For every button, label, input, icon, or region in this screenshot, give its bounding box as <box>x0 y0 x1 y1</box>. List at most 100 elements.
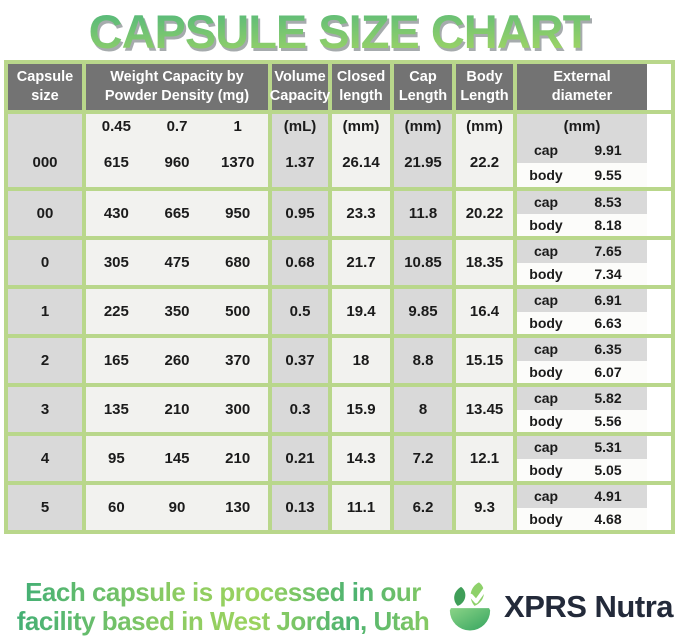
body-length-cell: 15.15 <box>456 338 517 383</box>
header-closed-length-label: Closed length <box>336 68 386 104</box>
volume-capacity-cell: 1.37 <box>272 138 332 187</box>
external-cap-row: cap 8.53 <box>517 191 647 214</box>
cap-length-cell: 6.2 <box>394 485 456 530</box>
external-cap-label: cap <box>533 439 559 456</box>
external-body-row: body 5.05 <box>517 458 647 481</box>
body-length-cell: 13.45 <box>456 387 517 432</box>
external-diameter-cell: cap 4.91 body 4.68 <box>517 485 647 530</box>
weight-07-value: 475 <box>164 254 190 271</box>
cap-length-cell: 11.8 <box>394 191 456 236</box>
external-body-label: body <box>529 363 563 380</box>
table-row: 00 430 665 950 0.95 23.3 11.8 20.22 cap … <box>8 187 671 236</box>
external-body-value: 9.55 <box>594 166 622 183</box>
capsule-size-cell: 000 <box>8 138 86 187</box>
table-row: 4 95 145 210 0.21 14.3 7.2 12.1 cap 5.31… <box>8 432 671 481</box>
weight-1-value: 300 <box>225 401 251 418</box>
weight-capacity-cells: 165 260 370 <box>86 338 272 383</box>
external-body-row: body 5.56 <box>517 409 647 432</box>
footer-caption: Each capsule is processed in our facilit… <box>12 578 434 635</box>
external-cap-label: cap <box>533 292 559 309</box>
external-body-label: body <box>529 166 563 183</box>
weight-045-value: 165 <box>103 352 129 369</box>
external-body-row: body 7.34 <box>517 262 647 285</box>
weight-07-value: 260 <box>164 352 190 369</box>
volume-capacity-cell: 0.68 <box>272 240 332 285</box>
volume-capacity-cell: 0.21 <box>272 436 332 481</box>
external-diameter-cell: cap 6.91 body 6.63 <box>517 289 647 334</box>
external-cap-label: cap <box>533 142 559 159</box>
table-row: 000 615 960 1370 1.37 26.14 21.95 22.2 c… <box>8 138 671 187</box>
header-capsule-size-label: Capsule size <box>16 68 74 104</box>
body-length-cell: 16.4 <box>456 289 517 334</box>
closed-length-cell: 19.4 <box>332 289 394 334</box>
page-title: CAPSULE SIZE CHART <box>88 4 592 58</box>
weight-07-value: 665 <box>164 205 190 222</box>
weight-045-value: 60 <box>107 499 125 516</box>
header-volume-capacity: Volume Capacity <box>269 64 332 110</box>
weight-07-value: 210 <box>164 401 190 418</box>
weight-1-value: 130 <box>225 499 251 516</box>
weight-capacity-cells: 305 475 680 <box>86 240 272 285</box>
weight-07-value: 960 <box>164 154 190 171</box>
header-capsule-size: Capsule size <box>8 64 86 110</box>
header-cap-length: Cap Length <box>394 64 456 110</box>
external-cap-row: cap 4.91 <box>517 485 647 508</box>
weight-045-value: 430 <box>103 205 129 222</box>
units-cap-length: (mm) <box>394 114 456 138</box>
weight-1-value: 680 <box>225 254 251 271</box>
header-volume-capacity-label: Volume Capacity <box>269 68 331 104</box>
header-body-length-label: Body Length <box>460 68 509 104</box>
capsule-size-cell: 1 <box>8 289 86 334</box>
closed-length-cell: 26.14 <box>332 138 394 187</box>
closed-length-cell: 23.3 <box>332 191 394 236</box>
external-cap-row: cap 9.91 <box>517 138 647 163</box>
closed-length-cell: 11.1 <box>332 485 394 530</box>
closed-length-cell: 18 <box>332 338 394 383</box>
header-cap-length-label: Cap Length <box>398 68 448 104</box>
external-body-row: body 6.07 <box>517 360 647 383</box>
header-weight-capacity: Weight Capacity by Powder Density (mg) <box>86 64 272 110</box>
weight-1-value: 500 <box>225 303 251 320</box>
table-header-row: Capsule size Weight Capacity by Powder D… <box>8 64 671 110</box>
external-body-value: 5.56 <box>594 412 622 429</box>
capsule-size-cell: 5 <box>8 485 86 530</box>
table-row: 5 60 90 130 0.13 11.1 6.2 9.3 cap 4.91 b… <box>8 481 671 530</box>
cap-length-cell: 8 <box>394 387 456 432</box>
header-body-length: Body Length <box>456 64 517 110</box>
units-empty-cell <box>8 114 86 138</box>
body-length-cell: 12.1 <box>456 436 517 481</box>
external-body-row: body 8.18 <box>517 213 647 236</box>
cap-length-cell: 10.85 <box>394 240 456 285</box>
units-closed-length: (mm) <box>332 114 394 138</box>
capsule-size-cell: 4 <box>8 436 86 481</box>
weight-1-value: 370 <box>225 352 251 369</box>
table-units-row: 0.45 0.7 1 (mL) (mm) (mm) (mm) (mm) <box>8 110 671 138</box>
external-cap-row: cap 6.91 <box>517 289 647 312</box>
weight-capacity-cells: 60 90 130 <box>86 485 272 530</box>
external-cap-value: 5.82 <box>594 390 622 407</box>
closed-length-cell: 21.7 <box>332 240 394 285</box>
capsule-size-cell: 00 <box>8 191 86 236</box>
external-cap-value: 4.91 <box>594 488 622 505</box>
weight-capacity-cells: 135 210 300 <box>86 387 272 432</box>
mortar-leaf-icon <box>449 582 491 631</box>
external-body-label: body <box>529 265 563 282</box>
capsule-size-cell: 2 <box>8 338 86 383</box>
external-cap-row: cap 6.35 <box>517 338 647 361</box>
external-cap-value: 5.31 <box>594 439 622 456</box>
external-body-value: 6.07 <box>594 363 622 380</box>
external-body-label: body <box>529 314 563 331</box>
external-body-label: body <box>529 510 563 527</box>
weight-capacity-cells: 225 350 500 <box>86 289 272 334</box>
cap-length-cell: 21.95 <box>394 138 456 187</box>
weight-045-value: 225 <box>103 303 129 320</box>
density-045-label: 0.45 <box>101 117 131 135</box>
weight-07-value: 90 <box>168 499 186 516</box>
brand-logo: XPRS Nutra <box>442 579 673 635</box>
external-body-row: body 6.63 <box>517 311 647 334</box>
external-cap-row: cap 5.31 <box>517 436 647 459</box>
footer: Each capsule is processed in our facilit… <box>0 570 679 640</box>
weight-045-value: 95 <box>107 450 125 467</box>
footer-caption-line1: Each capsule is processed in our <box>25 577 421 608</box>
